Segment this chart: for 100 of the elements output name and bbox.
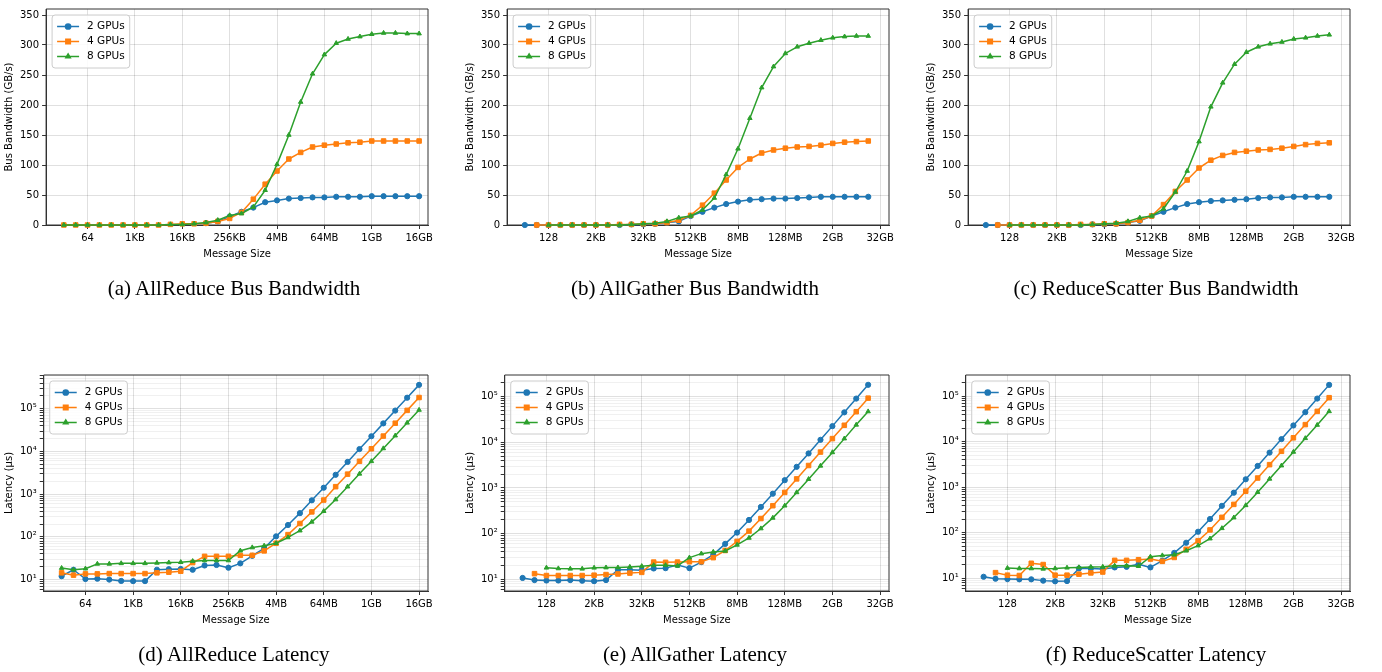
- x-tick-label: 512KB: [1134, 597, 1167, 609]
- x-tick-label: 128: [997, 597, 1017, 609]
- y-tick-label: 10⁵: [942, 390, 959, 402]
- legend-label: 2 GPUs: [1006, 385, 1045, 398]
- x-tick-label: 64: [81, 231, 94, 243]
- x-tick-label: 128MB: [1229, 231, 1264, 243]
- x-tick-label: 1GB: [361, 231, 383, 243]
- x-tick-label: 32GB: [1327, 231, 1355, 243]
- x-tick-label: 128MB: [1228, 597, 1264, 609]
- x-tick-label: 16KB: [167, 597, 194, 609]
- y-tick-label: 10¹: [20, 573, 37, 585]
- y-tick-label: 200: [941, 98, 962, 110]
- legend-label: 4 GPUs: [545, 400, 584, 413]
- y-tick-label: 100: [941, 158, 962, 170]
- y-tick-label: 50: [487, 188, 501, 200]
- y-axis-title: Latency (µs): [463, 451, 475, 515]
- x-tick-label: 2GB: [1283, 231, 1305, 243]
- y-tick-label: 150: [480, 128, 501, 140]
- legend-label: 4 GPUs: [1006, 400, 1045, 413]
- y-tick-label: 200: [480, 98, 501, 110]
- y-tick-label: 100: [19, 158, 40, 170]
- legend-label: 2 GPUs: [84, 385, 123, 398]
- y-axis-title: Bus Bandwidth (GB/s): [2, 62, 14, 172]
- legend-label: 8 GPUs: [1009, 49, 1047, 62]
- legend-label: 8 GPUs: [545, 415, 584, 428]
- legend-label: 2 GPUs: [87, 19, 125, 32]
- x-tick-label: 32KB: [1089, 597, 1116, 609]
- legend-label: 8 GPUs: [1006, 415, 1045, 428]
- legend-label: 2 GPUs: [545, 385, 584, 398]
- x-tick-label: 2KB: [1045, 597, 1066, 609]
- x-tick-label: 2GB: [821, 597, 844, 609]
- x-tick-label: 128: [999, 231, 1020, 243]
- y-tick-label: 10³: [20, 487, 37, 499]
- x-tick-label: 2KB: [1047, 231, 1067, 243]
- x-axis-title: Message Size: [663, 613, 731, 625]
- y-tick-label: 10¹: [942, 571, 959, 583]
- x-axis-title: Message Size: [664, 247, 732, 259]
- x-tick-label: 512KB: [673, 597, 706, 609]
- legend-label: 4 GPUs: [84, 400, 123, 413]
- y-tick-label: 300: [480, 38, 501, 50]
- x-tick-label: 1KB: [123, 597, 144, 609]
- legend-label: 2 GPUs: [548, 19, 586, 32]
- x-tick-label: 64: [79, 597, 92, 609]
- y-tick-label: 350: [941, 8, 962, 20]
- x-tick-label: 2GB: [1282, 597, 1305, 609]
- x-tick-label: 512KB: [1135, 231, 1169, 243]
- y-axis-title: Latency (µs): [2, 451, 14, 515]
- y-tick-label: 150: [19, 128, 40, 140]
- y-tick-label: 100: [480, 158, 501, 170]
- y-tick-label: 10³: [481, 481, 498, 493]
- y-tick-label: 10⁴: [20, 445, 37, 457]
- x-tick-label: 128MB: [767, 597, 803, 609]
- text: (b) AllGather Bus Bandwidth: [570, 276, 820, 301]
- y-tick-label: 0: [32, 218, 40, 230]
- x-tick-label: 8MB: [727, 231, 750, 243]
- x-tick-label: 128: [536, 597, 556, 609]
- text: (a) AllReduce Bus Bandwidth: [106, 276, 362, 301]
- x-tick-label: 8MB: [1187, 597, 1210, 609]
- y-tick-label: 250: [941, 68, 962, 80]
- legend-label: 2 GPUs: [1009, 19, 1047, 32]
- y-tick-label: 150: [941, 128, 962, 140]
- y-tick-label: 10²: [481, 527, 498, 539]
- x-axis-title: Message Size: [203, 247, 271, 259]
- y-tick-label: 10⁵: [20, 402, 37, 414]
- x-tick-label: 16GB: [405, 231, 433, 243]
- x-tick-label: 32GB: [866, 597, 894, 609]
- x-tick-label: 64MB: [309, 597, 338, 609]
- y-tick-label: 10¹: [481, 573, 498, 585]
- y-tick-label: 300: [941, 38, 962, 50]
- x-axis-title: Message Size: [1125, 247, 1193, 259]
- legend-label: 4 GPUs: [87, 34, 125, 47]
- legend-label: 4 GPUs: [1009, 34, 1047, 47]
- x-tick-label: 32KB: [630, 231, 657, 243]
- y-tick-label: 350: [480, 8, 501, 20]
- x-tick-label: 2GB: [822, 231, 844, 243]
- y-tick-label: 200: [19, 98, 40, 110]
- x-tick-label: 256KB: [213, 231, 247, 243]
- y-tick-label: 10²: [942, 526, 959, 538]
- y-tick-label: 50: [948, 188, 962, 200]
- y-axis-title: Bus Bandwidth (GB/s): [463, 62, 475, 172]
- y-tick-label: 10⁵: [481, 390, 498, 402]
- x-tick-label: 1GB: [360, 597, 383, 609]
- text: (c) ReduceScatter Bus Bandwidth: [1012, 276, 1300, 301]
- y-axis-title: Bus Bandwidth (GB/s): [924, 62, 936, 172]
- x-tick-label: 128: [538, 231, 559, 243]
- x-tick-label: 512KB: [674, 231, 708, 243]
- y-tick-label: 10²: [20, 530, 37, 542]
- x-tick-label: 32KB: [628, 597, 655, 609]
- x-tick-label: 32KB: [1091, 231, 1118, 243]
- x-tick-label: 32GB: [1327, 597, 1355, 609]
- x-tick-label: 4MB: [266, 231, 289, 243]
- x-tick-label: 8MB: [726, 597, 749, 609]
- y-tick-label: 350: [19, 8, 40, 20]
- y-tick-label: 250: [480, 68, 501, 80]
- x-tick-label: 16GB: [405, 597, 433, 609]
- text: (d) AllReduce Latency: [137, 642, 331, 667]
- x-tick-label: 128MB: [768, 231, 803, 243]
- y-tick-label: 0: [493, 218, 501, 230]
- x-tick-label: 2KB: [586, 231, 606, 243]
- x-tick-label: 32GB: [866, 231, 894, 243]
